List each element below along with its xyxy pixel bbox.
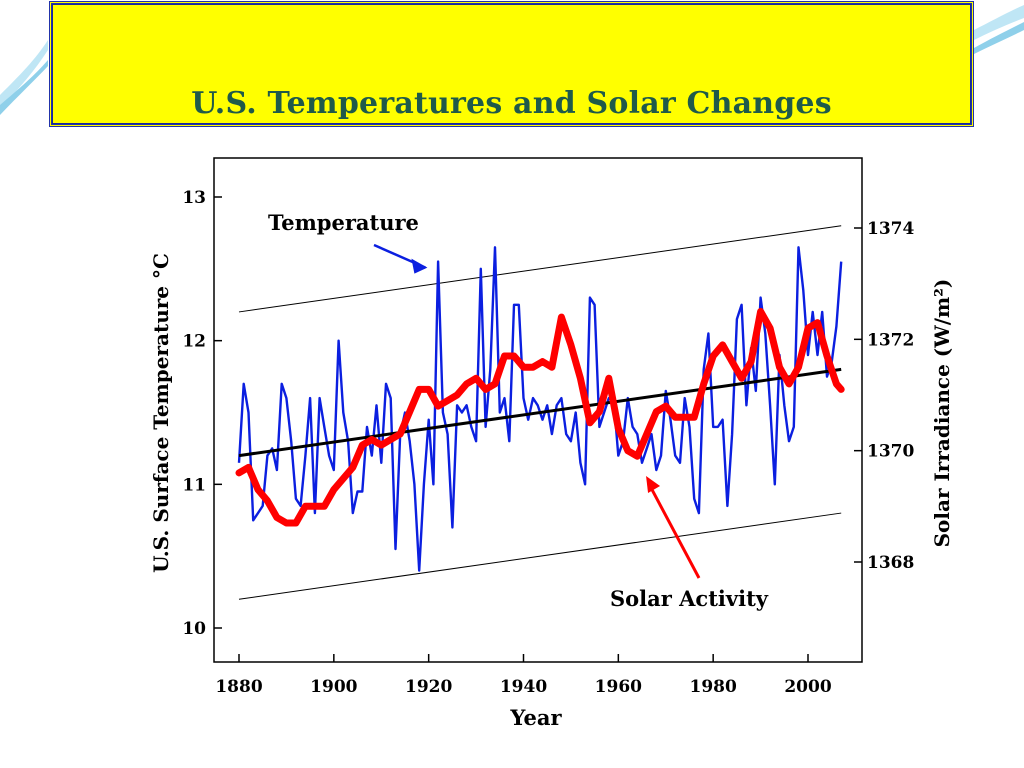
x-axis-tick-label: 2000 [784, 677, 831, 697]
right-axis-tick-label: 1374 [867, 219, 914, 239]
solar-activity-annotation-arrowhead [646, 475, 661, 493]
chart-panel: 10 11 12 13 1368 1370 1372 1374 1880 1900 1920 1940… [146, 155, 956, 735]
solar-activity-annotation-arrow [648, 485, 701, 579]
title-banner: U.S. Temperatures and Solar Changes [49, 1, 974, 127]
x-axis-tick-label: 1980 [690, 677, 737, 697]
solar-activity-annotation-label: Solar Activity [610, 586, 769, 611]
trend-line [238, 367, 842, 458]
right-axis-tick-label: 1368 [867, 553, 914, 573]
solar-activity-series-line [235, 308, 845, 527]
upper-envelope-line [238, 225, 842, 313]
lower-envelope-line [238, 512, 842, 600]
x-axis-tick-label: 1900 [310, 677, 357, 697]
right-axis-title: Solar Irradiance (W/m²) [930, 279, 954, 548]
right-axis-tick-label: 1372 [867, 330, 914, 350]
right-axis-tick-label: 1370 [867, 442, 914, 462]
left-axis-tick-label: 12 [182, 332, 206, 352]
temperature-annotation-arrowhead [411, 258, 428, 274]
left-axis-tick-label: 10 [182, 619, 206, 639]
left-axis-tick-label: 11 [182, 475, 206, 495]
x-axis-tick-label: 1940 [500, 677, 547, 697]
temperature-annotation-label: Temperature [268, 210, 419, 235]
x-axis-tick-label: 1880 [215, 677, 262, 697]
left-axis-tick-label: 13 [182, 188, 206, 208]
x-axis-tick-label: 1920 [405, 677, 452, 697]
left-axis-title: U.S. Surface Temperature °C [149, 253, 173, 573]
slide-title: U.S. Temperatures and Solar Changes [191, 86, 832, 121]
x-axis-tick-label: 1960 [595, 677, 642, 697]
chart: 10 11 12 13 1368 1370 1372 1374 1880 1900 1920 1940… [149, 157, 954, 730]
x-axis-title: Year [509, 705, 562, 730]
